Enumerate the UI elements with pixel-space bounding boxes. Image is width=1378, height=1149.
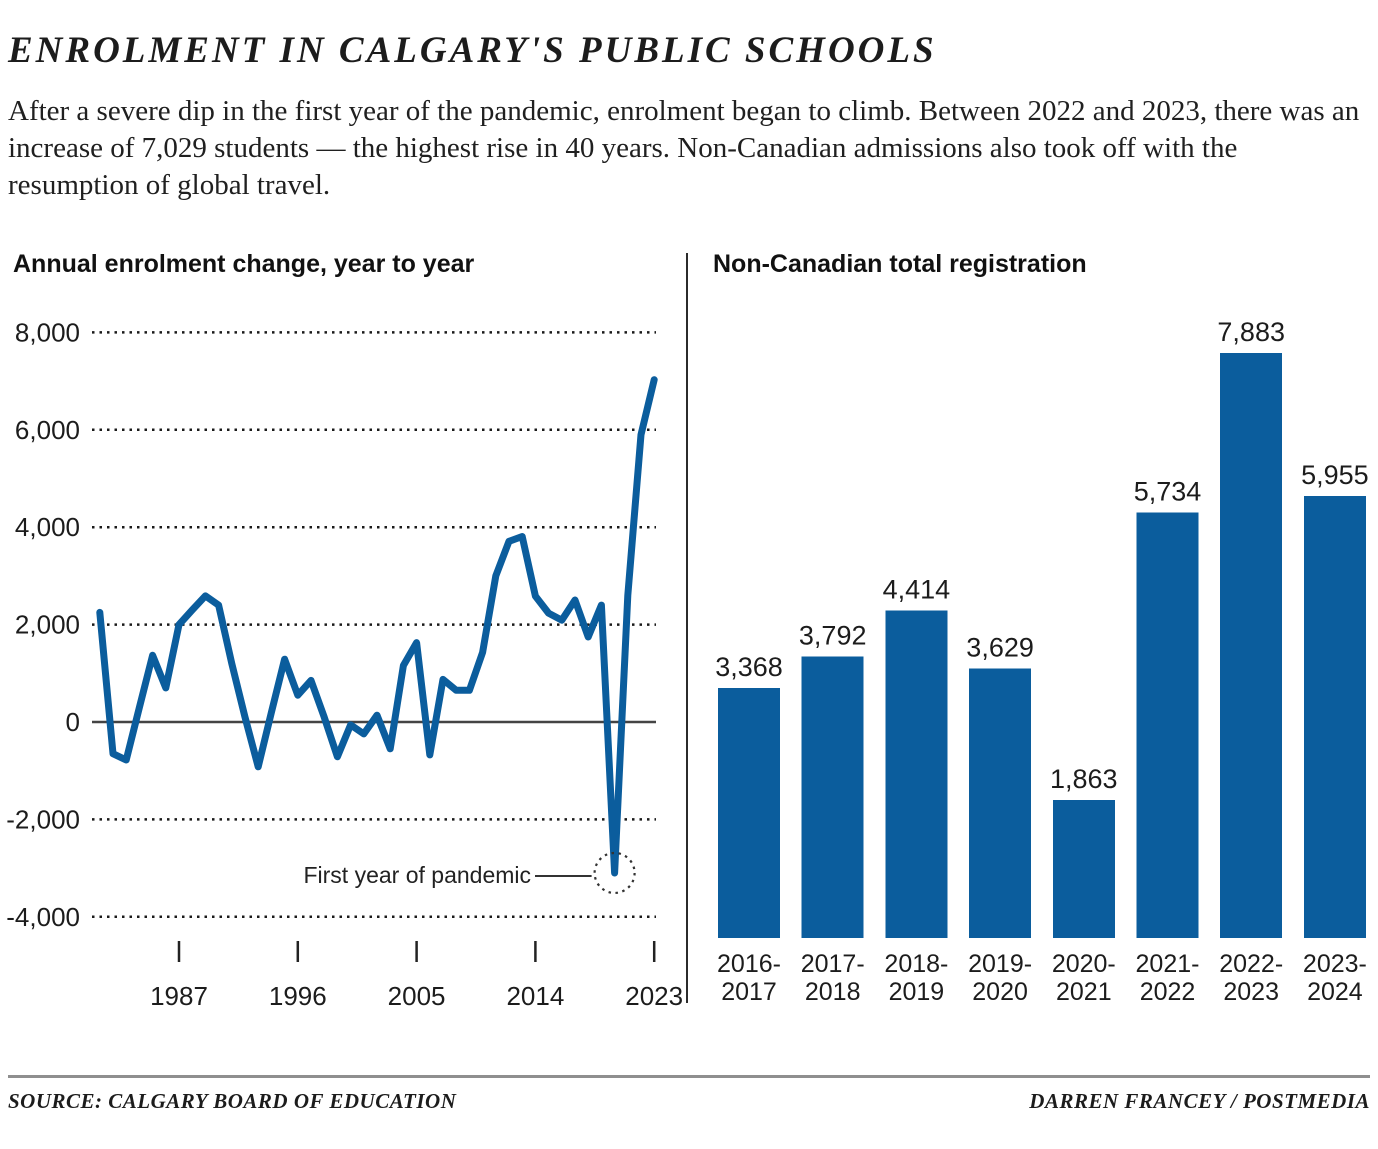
bar-category-label-line2: 2020 [972, 978, 1028, 1006]
x-tick-label: 1987 [150, 981, 208, 1011]
bar-category-label-line1: 2020- [1052, 950, 1116, 978]
bar-2020-2021 [1052, 799, 1115, 938]
bar-2023-2024 [1303, 496, 1366, 938]
y-axis-label: -4,000 [6, 902, 80, 932]
bar-2022-2023 [1220, 353, 1283, 938]
bar-category-label-line1: 2023- [1303, 950, 1367, 978]
x-tick-label: 2014 [506, 981, 564, 1011]
bar-category-label-line1: 2018- [884, 950, 948, 978]
bar-category-label-line1: 2021- [1136, 950, 1200, 978]
bar-category-label-line2: 2022 [1140, 978, 1196, 1006]
bar-category-label-line2: 2021 [1056, 978, 1112, 1006]
bar-category-label-line2: 2017 [721, 978, 777, 1006]
page-subtitle: After a severe dip in the first year of … [8, 95, 1360, 201]
page-title: ENROLMENT IN CALGARY'S PUBLIC SCHOOLS [8, 30, 937, 71]
bar-category-label-line2: 2019 [889, 978, 945, 1006]
bar-category-label-line2: 2023 [1223, 978, 1279, 1006]
bar-value-label: 3,792 [799, 621, 867, 651]
bar-value-label: 5,955 [1301, 460, 1369, 490]
y-axis-label: 4,000 [15, 512, 80, 542]
bar-2019-2020 [969, 668, 1032, 938]
footer-divider [8, 1075, 1370, 1078]
source-credit: SOURCE: CALGARY BOARD OF EDUCATION [8, 1089, 457, 1113]
y-axis-label: -2,000 [6, 804, 80, 834]
bar-value-label: 3,368 [715, 652, 783, 682]
author-credit: DARREN FRANCEY / POSTMEDIA [1029, 1089, 1370, 1113]
bar-category-label-line2: 2018 [805, 978, 861, 1006]
y-axis-label: 8,000 [15, 317, 80, 347]
pandemic-highlight-circle [593, 851, 636, 895]
bar-2018-2019 [885, 610, 948, 938]
enrolment-line [96, 376, 658, 877]
pandemic-annotation-label: First year of pandemic [303, 862, 531, 888]
y-axis-label: 6,000 [15, 415, 80, 445]
line-chart-title: Annual enrolment change, year to year [13, 250, 475, 278]
bar-value-label: 7,883 [1217, 317, 1285, 347]
x-tick-label: 2023 [625, 981, 683, 1011]
bar-value-label: 3,629 [966, 633, 1034, 663]
bar-2016-2017 [718, 688, 780, 938]
y-axis-label: 0 [66, 707, 80, 737]
bar-category-label-line1: 2022- [1219, 950, 1283, 978]
bar-value-label: 4,414 [883, 574, 951, 604]
bar-chart-title: Non-Canadian total registration [713, 250, 1087, 278]
bar-value-label: 5,734 [1134, 477, 1202, 507]
y-axis-label: 2,000 [15, 610, 80, 640]
x-tick-label: 2005 [388, 981, 446, 1011]
x-tick-label: 1996 [269, 981, 327, 1011]
bar-category-label-line1: 2019- [968, 950, 1032, 978]
bar-category-label-line2: 2024 [1307, 978, 1363, 1006]
bar-category-label-line1: 2017- [801, 950, 865, 978]
bar-value-label: 1,863 [1050, 764, 1118, 794]
bar-2017-2018 [801, 656, 864, 938]
bar-2021-2022 [1136, 512, 1199, 938]
bar-category-label-line1: 2016- [717, 950, 781, 978]
